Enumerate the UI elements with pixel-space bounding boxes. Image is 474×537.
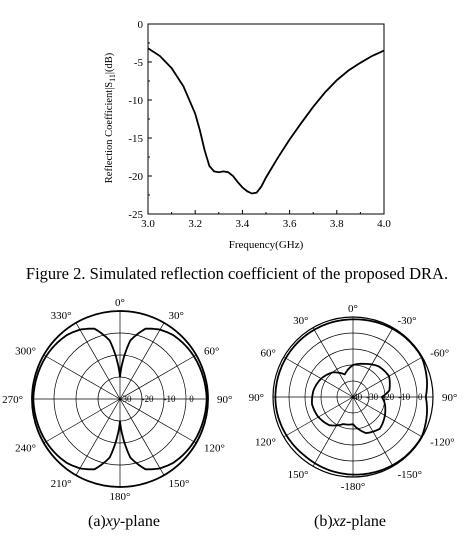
polar-spoke	[312, 396, 354, 467]
polar-angle-label: 210°	[51, 478, 72, 490]
polar-spoke	[75, 398, 121, 476]
xy-outer-pattern	[31, 310, 209, 488]
polar-angle-label: -120°	[430, 437, 455, 449]
polar-angle-label: 120°	[204, 443, 225, 455]
polar-spoke	[352, 327, 394, 398]
polar-radial-label: -30	[120, 394, 132, 404]
polar-angle-label: -180°	[341, 481, 366, 493]
polar-spoke	[312, 327, 354, 398]
polar-spoke	[283, 356, 354, 398]
s11-y-tick-label: 0	[138, 19, 144, 31]
s11-series-line	[147, 47, 385, 195]
polar-radial-label: -30	[366, 392, 378, 402]
subcaption-a-prefix: (a)	[88, 513, 106, 530]
polar-spoke	[119, 398, 197, 444]
xz-inner-pattern	[311, 362, 391, 435]
polar-spoke	[119, 322, 165, 400]
polar-angle-label: 180°	[110, 491, 131, 503]
polar-spoke	[119, 398, 165, 476]
polar-angle-label: 60°	[204, 346, 219, 358]
polar-radial-label: 0	[189, 394, 194, 404]
polar-radial-label: -40	[350, 392, 362, 402]
polar-angle-label: 300°	[15, 346, 36, 358]
polar-angle-label: -60°	[430, 348, 449, 360]
polar-angle-label: 30°	[169, 310, 184, 322]
subcaption-a-suffix: -plane	[119, 513, 160, 530]
polar-angle-label: 120°	[255, 437, 276, 449]
subcaption-b-italic: xz	[332, 513, 346, 530]
polar-angle-label: 90°	[442, 392, 457, 404]
polar-angle-label: 240°	[15, 443, 36, 455]
polar-radial-label: 0	[418, 392, 423, 402]
s11-ticks: 3.0 3.2 3.4 3.6 3.8 4.0 0 -5 -10 -15 -20 -25	[128, 19, 391, 230]
subcaption-xy-plane: (a)xy-plane	[88, 513, 160, 531]
s11-y-tick-label: -20	[128, 171, 143, 183]
s11-y-axis-label: Reflection Coefficient|S11|(dB)	[104, 52, 117, 183]
polar-spoke	[352, 396, 423, 438]
subcaption-b-suffix: -plane	[345, 513, 386, 530]
polar-angle-label: 30°	[293, 315, 308, 327]
polar-spoke	[43, 398, 121, 444]
polar-angle-label: 90°	[249, 392, 264, 404]
s11-x-tick-label: 3.0	[141, 218, 155, 230]
s11-x-tick-label: 4.0	[377, 218, 391, 230]
s11-y-tick-label: -5	[134, 57, 144, 69]
s11-y-tick-label: -25	[128, 209, 143, 221]
s11-x-axis-label: Frequency(GHz)	[229, 239, 304, 251]
polar-radial-label: -20	[142, 394, 154, 404]
s11-plot-frame	[147, 23, 385, 215]
s11-x-tick-label: 3.8	[330, 218, 344, 230]
s11-y-tick-label: -15	[128, 133, 143, 145]
polar-angle-label: 0°	[115, 297, 125, 309]
subcaption-xz-plane: (b)xz-plane	[314, 513, 386, 531]
reflection-coefficient-chart: 3.0 3.2 3.4 3.6 3.8 4.0 0 -5 -10 -15 -20 -25 Freque…	[104, 19, 391, 251]
polar-angle-label: 270°	[2, 394, 23, 406]
subcaption-a-italic: xy	[105, 513, 120, 530]
polar-angle-label: 150°	[288, 469, 309, 481]
polar-angle-label: -30°	[398, 315, 417, 327]
s11-x-tick-label: 3.4	[236, 218, 250, 230]
subcaption-b-prefix: (b)	[314, 513, 333, 530]
polar-spoke	[43, 354, 121, 400]
polar-angle-label: 330°	[51, 310, 72, 322]
polar-radial-label: -10	[164, 394, 176, 404]
polar-angle-label: 90°	[217, 394, 232, 406]
polar-spoke	[75, 322, 121, 400]
s11-y-tick-label: -10	[128, 95, 143, 107]
polar-spoke	[352, 356, 423, 398]
polar-radial-label: -20	[382, 392, 394, 402]
xy-pattern-curve	[32, 327, 208, 471]
polar-angle-label: 60°	[260, 348, 275, 360]
xy-plane-polar-chart: 0° 30° 60° 90° 120° 150° 180° 210° 240° 270° 300° 3…	[2, 297, 232, 503]
figure-caption: Figure 2. Simulated reflection coefficie…	[25, 264, 449, 283]
polar-angle-label: -150°	[398, 469, 423, 481]
polar-radial-label: -10	[398, 392, 410, 402]
polar-angle-label: 0°	[348, 303, 358, 315]
s11-x-tick-label: 3.2	[188, 218, 202, 230]
polar-angle-label: 150°	[169, 478, 190, 490]
xz-plane-polar-chart: 0° -30° -60° 90° -120° -150° -180° 150° 120° 90° 6…	[249, 303, 458, 493]
s11-x-tick-label: 3.6	[283, 218, 297, 230]
polar-spoke	[119, 354, 197, 400]
xz-outer-pattern	[274, 318, 429, 476]
